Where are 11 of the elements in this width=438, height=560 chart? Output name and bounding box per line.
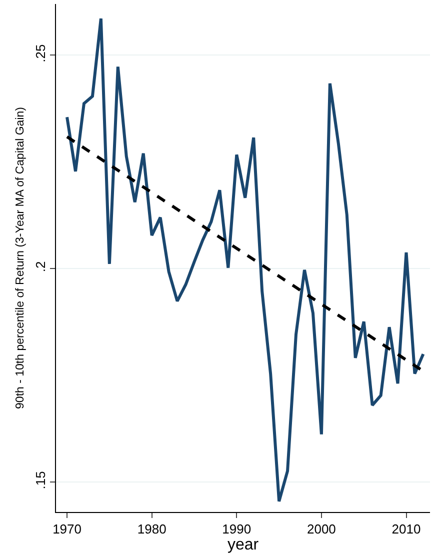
x-axis-title: year	[227, 536, 260, 554]
x-tick-label: 2010	[392, 522, 421, 537]
y-tick-label: .2	[32, 261, 48, 272]
x-tick-label: 1970	[52, 522, 82, 537]
y-tick-label: .15	[32, 471, 48, 490]
x-tick-label: 1980	[137, 522, 166, 537]
y-axis-title: 90th - 10th percentile of Return (3-Year MA of Capital Gain)	[14, 106, 26, 409]
y-tick-label: .25	[32, 44, 48, 62]
line-series	[66, 17, 425, 503]
x-tick-label: 1990	[222, 522, 252, 537]
x-tick-label: 2000	[306, 522, 336, 537]
